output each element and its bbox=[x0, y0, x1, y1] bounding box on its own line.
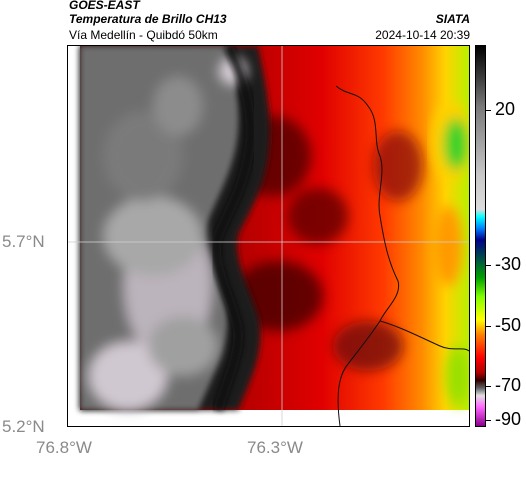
cloud-edge bbox=[211, 46, 256, 412]
colorbar bbox=[475, 45, 486, 427]
organization-label: SIATA bbox=[435, 12, 470, 26]
satellite-image bbox=[68, 46, 469, 426]
product-title: Temperatura de Brillo CH13 bbox=[69, 12, 227, 26]
satellite-title: GOES-EAST bbox=[69, 0, 140, 12]
colorbar-label-20: 20 bbox=[495, 99, 516, 119]
brightness-temperature-map[interactable] bbox=[67, 45, 470, 427]
cloud-mass-light bbox=[88, 57, 247, 411]
region-subtitle: Vía Medellín - Quibdó 50km bbox=[69, 28, 218, 42]
colorbar-label-minus50: -50 bbox=[495, 315, 522, 335]
dark-cells bbox=[233, 116, 423, 371]
colorbar-label-minus70: -70 bbox=[495, 375, 522, 395]
colorbar-label-minus30: -30 bbox=[495, 254, 522, 274]
lat-label-5-2: 5.2°N bbox=[2, 417, 45, 436]
lon-label-76-3: 76.3°W bbox=[247, 438, 303, 457]
department-boundary bbox=[335, 85, 400, 426]
lat-label-5-7: 5.7°N bbox=[2, 232, 45, 251]
green-cells bbox=[431, 103, 469, 406]
timestamp-label: 2024-10-14 20:39 bbox=[375, 28, 470, 42]
colorbar-label-minus90: -90 bbox=[495, 409, 522, 429]
lon-label-76-8: 76.8°W bbox=[36, 438, 92, 457]
